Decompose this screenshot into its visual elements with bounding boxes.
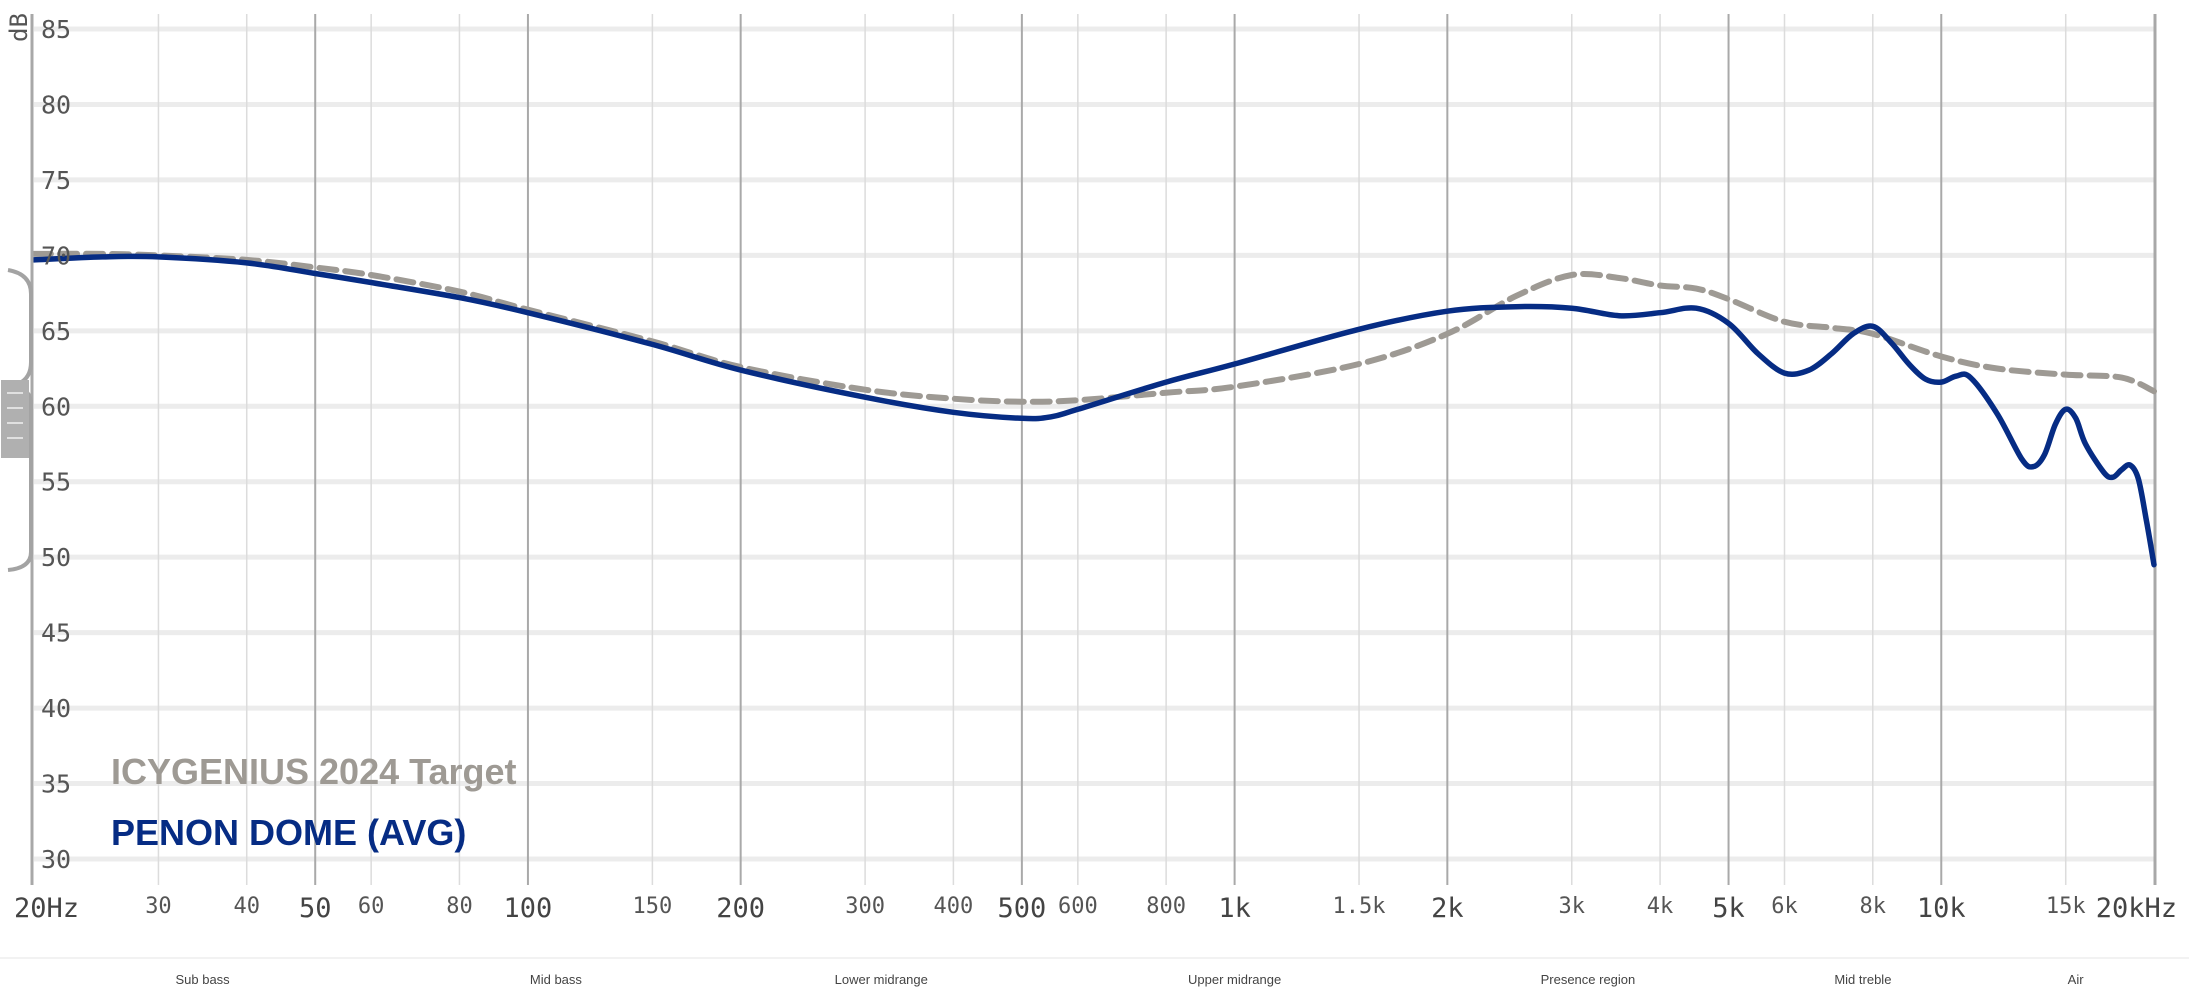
x-tick-label: 1.5k bbox=[1333, 894, 1386, 919]
x-tick-label: 8k bbox=[1860, 894, 1887, 919]
band-label: Upper midrange bbox=[1188, 972, 1281, 987]
x-tick-label: 40 bbox=[233, 894, 260, 919]
x-tick-label: 1k bbox=[1218, 893, 1251, 924]
measurement-curve-line bbox=[31, 253, 2157, 568]
x-tick-label: 150 bbox=[633, 894, 673, 919]
band-label: Mid treble bbox=[1834, 972, 1891, 987]
band-label: Sub bass bbox=[175, 972, 230, 987]
band-label: Lower midrange bbox=[835, 972, 928, 987]
y-scale-handle[interactable] bbox=[1, 268, 33, 572]
series-lines bbox=[31, 250, 2157, 568]
frequency-bands: Sub bass Mid bass Lower midrange Upper midr… bbox=[0, 957, 2189, 987]
y-axis: dB 85 80 75 70 65 60 55 50 45 40 35 30 bbox=[5, 13, 71, 885]
x-tick-labels: 20Hz 30 40 50 60 80 100 150 200 300 400 500 600 800 1k… bbox=[14, 893, 2177, 924]
y-tick-label: 40 bbox=[41, 694, 71, 723]
x-tick-label: 30 bbox=[145, 894, 172, 919]
band-label: Mid bass bbox=[530, 972, 583, 987]
x-tick-label: 10k bbox=[1917, 893, 1966, 924]
x-tick-label: 300 bbox=[845, 894, 885, 919]
legend: ICYGENIUS 2024 Target PENON DOME (AVG) bbox=[111, 751, 516, 853]
legend-entry-measurement: PENON DOME (AVG) bbox=[111, 812, 466, 853]
x-tick-label: 600 bbox=[1058, 894, 1098, 919]
x-tick-label: 20Hz bbox=[14, 893, 79, 924]
y-tick-label: 60 bbox=[41, 392, 71, 421]
y-tick-label: 55 bbox=[41, 468, 71, 497]
x-tick-label: 200 bbox=[716, 893, 765, 924]
y-tick-label: 50 bbox=[41, 543, 71, 572]
y-tick-label: 80 bbox=[41, 90, 71, 119]
x-tick-label: 5k bbox=[1712, 893, 1745, 924]
y-axis-unit-label: dB bbox=[5, 13, 33, 42]
y-tick-label: 70 bbox=[41, 241, 71, 270]
band-label: Air bbox=[2068, 972, 2085, 987]
y-tick-label: 30 bbox=[41, 845, 71, 874]
x-tick-label: 6k bbox=[1771, 894, 1798, 919]
y-tick-label: 35 bbox=[41, 770, 71, 799]
x-tick-label: 60 bbox=[358, 894, 385, 919]
band-label: Presence region bbox=[1541, 972, 1636, 987]
x-tick-label: 50 bbox=[299, 893, 332, 924]
target-curve-line bbox=[31, 250, 2157, 405]
x-tick-label: 80 bbox=[446, 894, 473, 919]
x-tick-label: 500 bbox=[997, 893, 1046, 924]
y-tick-label: 65 bbox=[41, 317, 71, 346]
x-tick-label: 4k bbox=[1647, 894, 1674, 919]
y-tick-label: 75 bbox=[41, 166, 71, 195]
x-tick-label: 100 bbox=[504, 893, 553, 924]
y-tick-label: 85 bbox=[41, 15, 71, 44]
x-tick-label: 15k bbox=[2046, 894, 2086, 919]
x-tick-label: 800 bbox=[1146, 894, 1186, 919]
x-tick-label: 3k bbox=[1559, 894, 1586, 919]
legend-entry-target: ICYGENIUS 2024 Target bbox=[111, 751, 516, 792]
y-tick-labels: 85 80 75 70 65 60 55 50 45 40 35 30 bbox=[41, 15, 71, 874]
x-tick-label: 20kHz bbox=[2096, 893, 2177, 924]
y-tick-label: 45 bbox=[41, 619, 71, 648]
x-tick-label: 2k bbox=[1431, 893, 1464, 924]
x-tick-label: 400 bbox=[934, 894, 974, 919]
